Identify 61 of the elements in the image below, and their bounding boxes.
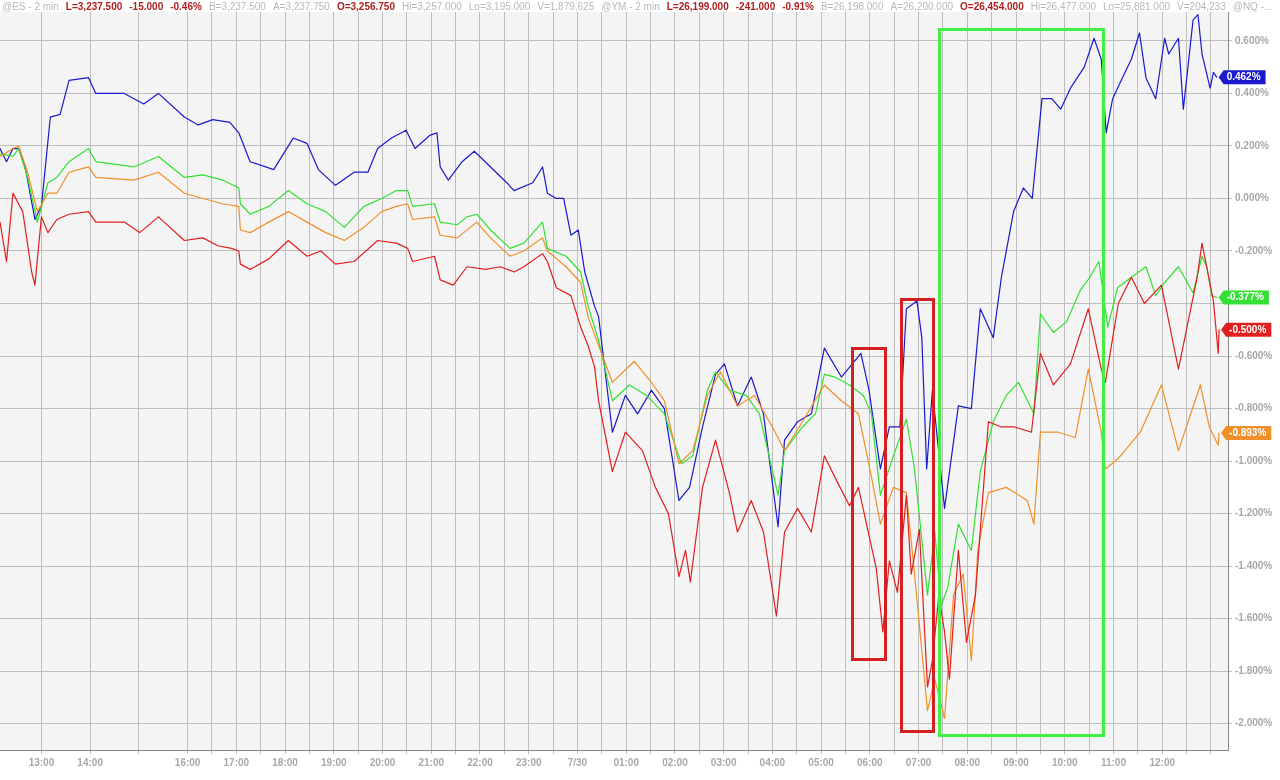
y-tick-label: -1.200% bbox=[1235, 507, 1273, 519]
annotation: @YM - 2 min bbox=[601, 1, 660, 12]
y-tick-label: -1.600% bbox=[1235, 612, 1273, 624]
x-tick-label: 18:00 bbox=[272, 756, 299, 768]
annotation: B=3,237.500 bbox=[208, 1, 266, 12]
annotation: -0.91% bbox=[782, 1, 814, 12]
annotation: A=26,200.000 bbox=[890, 1, 954, 12]
data-label: 0.462% bbox=[1226, 70, 1261, 82]
y-tick-label: -0.800% bbox=[1235, 402, 1273, 414]
x-tick-label: 12:00 bbox=[1149, 756, 1176, 768]
annotation: -0.46% bbox=[170, 1, 202, 12]
x-tick-label: 09:00 bbox=[1003, 756, 1030, 768]
x-tick-label: 04:00 bbox=[759, 756, 786, 768]
y-tick-label: -2.000% bbox=[1235, 717, 1273, 729]
annotation: O=26,454.000 bbox=[960, 1, 1024, 12]
y-tick-label: -0.200% bbox=[1235, 244, 1273, 256]
y-tick-label: 0.000% bbox=[1235, 192, 1270, 204]
annotation: L=3,237.500 bbox=[65, 1, 123, 12]
x-tick-label: 16:00 bbox=[174, 756, 201, 768]
annotation: -241.000 bbox=[735, 1, 776, 12]
x-tick-label: 21:00 bbox=[418, 756, 445, 768]
x-tick-label: 13:00 bbox=[28, 756, 55, 768]
y-tick-label: 0.600% bbox=[1235, 34, 1270, 46]
annotation: L=26,199.000 bbox=[666, 1, 729, 12]
annotation: @ES - 2 min bbox=[2, 1, 59, 12]
x-tick-label: 03:00 bbox=[710, 756, 737, 768]
annotation: Hi=26,477.000 bbox=[1030, 1, 1097, 12]
y-tick-label: -1.000% bbox=[1235, 454, 1273, 466]
x-tick-label: 14:00 bbox=[77, 756, 104, 768]
y-tick-label: 0.400% bbox=[1235, 87, 1270, 99]
annotation: B=26,198.000 bbox=[820, 1, 884, 12]
data-label: -0.893% bbox=[1229, 426, 1267, 438]
x-tick-label: 01:00 bbox=[613, 756, 640, 768]
y-tick-label: -1.400% bbox=[1235, 559, 1273, 571]
annotation: V=1,879,625 bbox=[537, 1, 595, 12]
y-tick-label: -0.600% bbox=[1235, 349, 1273, 361]
x-tick-label: 05:00 bbox=[808, 756, 835, 768]
text: @NQ -... bbox=[1232, 1, 1273, 12]
y-tick-label: 0.200% bbox=[1235, 139, 1270, 151]
x-tick-label: 10:00 bbox=[1051, 756, 1078, 768]
x-tick-label: 17:00 bbox=[223, 756, 250, 768]
x-tick-label: 23:00 bbox=[515, 756, 542, 768]
x-tick-label: 11:00 bbox=[1100, 756, 1127, 768]
x-tick-label: 06:00 bbox=[857, 756, 884, 768]
data-label: -0.377% bbox=[1226, 291, 1264, 303]
x-tick-label: 07:00 bbox=[905, 756, 932, 768]
annotation: O=3,256.750 bbox=[336, 1, 395, 12]
x-tick-label: 7/30 bbox=[567, 756, 588, 768]
annotation: A=3,237.750 bbox=[272, 1, 330, 12]
x-tick-label: 08:00 bbox=[954, 756, 981, 768]
y-tick-label: -1.800% bbox=[1235, 664, 1273, 676]
x-tick-label: 22:00 bbox=[467, 756, 494, 768]
annotation: -15.000 bbox=[129, 1, 164, 12]
annotation: Lo=3,195.000 bbox=[468, 1, 531, 12]
data-label: -0.500% bbox=[1229, 323, 1267, 335]
x-tick-label: 19:00 bbox=[321, 756, 348, 768]
annotation: V=204,233 bbox=[1177, 1, 1226, 12]
annotation: Lo=25,881.000 bbox=[1103, 1, 1171, 12]
x-tick-label: 02:00 bbox=[662, 756, 689, 768]
annotation: Hi=3,257.000 bbox=[402, 1, 462, 12]
x-tick-label: 20:00 bbox=[369, 756, 396, 768]
